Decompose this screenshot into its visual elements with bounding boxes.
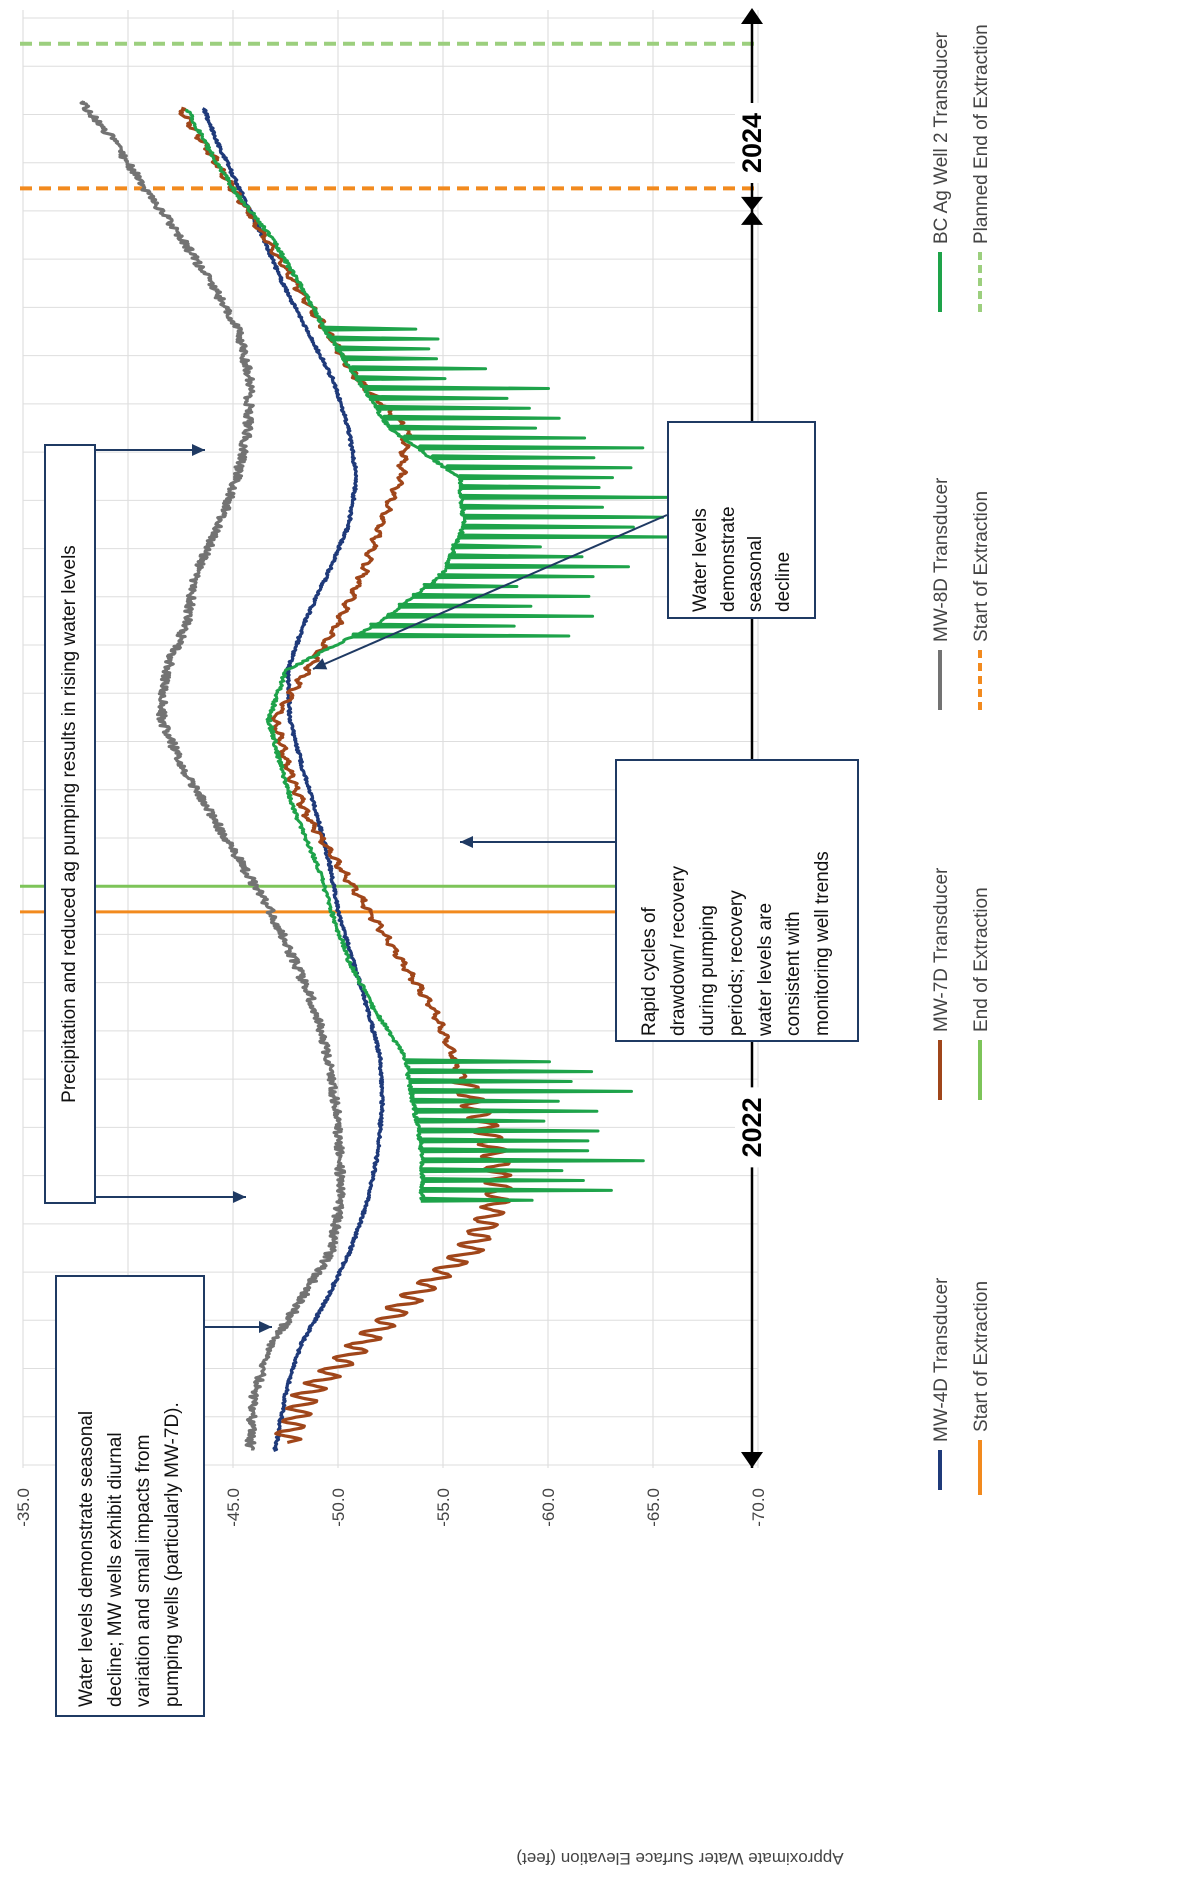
y-tick-label: -60.0 [539, 1488, 558, 1527]
legend-label-4: BC Ag Well 2 Transducer [931, 31, 952, 244]
arrow-c-head [460, 836, 473, 848]
legend: MW-4D Transducer MW-7D Transducer MW-8D Tr… [931, 24, 992, 1495]
legend-label-8: Planned End of Extraction [971, 24, 992, 244]
annotation-rising-water-levels: Precipitation and reduced ag pumping res… [44, 444, 96, 1204]
y-tick-label: -65.0 [644, 1488, 663, 1527]
arrow-b-top-head [192, 444, 205, 456]
legend-label-2: MW-7D Transducer [931, 867, 952, 1032]
arrow-b-bottom-head [233, 1191, 246, 1203]
y-tick-label: -45.0 [224, 1488, 243, 1527]
year-label-bg [735, 103, 769, 183]
legend-label-1: MW-4D Transducer [931, 1277, 952, 1442]
y-tick-label: -35.0 [14, 1488, 33, 1527]
year-label: 2022 [737, 1097, 767, 1157]
annotation-seasonal-decline-2022: Water levels demonstrate seasonal declin… [55, 1275, 205, 1717]
arrow-a-head [259, 1321, 272, 1333]
legend-label-5: Start of Extraction [971, 1281, 992, 1432]
series-line-3 [79, 100, 347, 1451]
annotation-seasonal-decline-2023: Water levels demonstrate seasonal declin… [667, 421, 816, 619]
year-label: 2024 [737, 113, 767, 173]
annotation-drawdown-recovery: Rapid cycles of drawdown/ recovery durin… [615, 759, 859, 1042]
arrow-d [312, 514, 668, 670]
series-line-4 [185, 108, 672, 1203]
y-tick-label: -50.0 [329, 1488, 348, 1527]
plot-gridlines [22, 10, 759, 1468]
y-axis-title: Approximate Water Surface Elevation (fee… [516, 1849, 843, 1868]
time-axis-arrow-top [741, 8, 763, 24]
year-divider-2 [741, 196, 763, 225]
y-tick-label: -70.0 [749, 1488, 768, 1527]
legend-label-6: End of Extraction [971, 887, 992, 1032]
legend-label-7: Start of Extraction [971, 491, 992, 642]
year-label-bg [735, 1087, 769, 1168]
annotation-arrows [96, 444, 668, 1333]
series-line-1 [201, 107, 385, 1453]
time-axis-arrow-bottom [741, 1452, 763, 1468]
legend-label-3: MW-8D Transducer [931, 477, 952, 642]
time-axis: 202220232024 [735, 8, 769, 1468]
y-tick-label: -55.0 [434, 1488, 453, 1527]
arrow-d-head [313, 658, 328, 670]
series-lines [79, 100, 672, 1453]
